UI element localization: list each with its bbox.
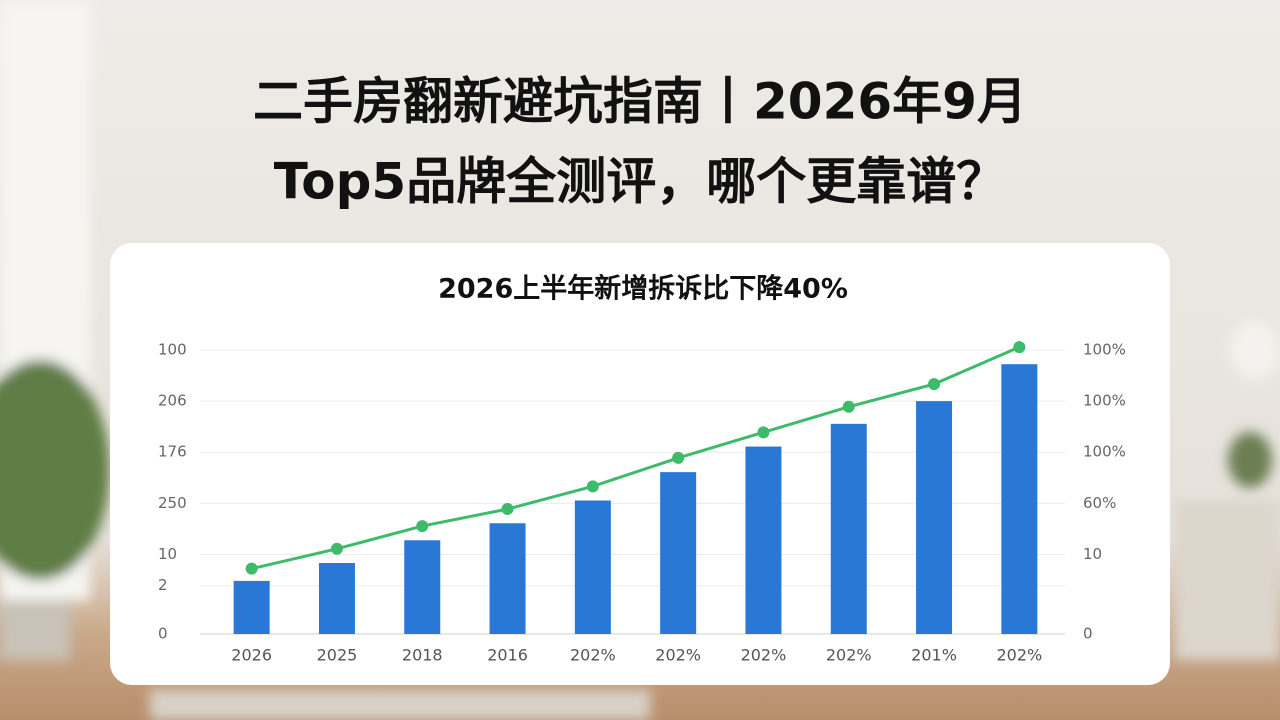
line-point bbox=[245, 562, 258, 575]
chart-card bbox=[110, 243, 1170, 685]
bar bbox=[233, 580, 270, 634]
bar bbox=[830, 423, 867, 634]
x-tick-label: 2016 bbox=[487, 646, 528, 665]
y-tick-label: 0 bbox=[158, 625, 168, 643]
x-tick-label: 201% bbox=[911, 646, 957, 665]
line-point bbox=[501, 503, 514, 516]
headline: 二手房翻新避坑指南丨2026年9月 bbox=[253, 73, 1027, 131]
line-point bbox=[330, 542, 343, 555]
x-tick-label: 202% bbox=[741, 646, 787, 665]
y2-tick-label: 100% bbox=[1083, 392, 1126, 410]
line-point bbox=[757, 426, 770, 439]
line-point bbox=[416, 520, 429, 533]
line-point bbox=[586, 480, 599, 493]
bar bbox=[318, 563, 355, 634]
y2-tick-label: 10 bbox=[1083, 545, 1102, 563]
y-tick-label: 206 bbox=[158, 392, 187, 410]
bar bbox=[404, 540, 441, 634]
x-tick-label: 202% bbox=[655, 646, 701, 665]
y2-tick-label: 100% bbox=[1083, 443, 1126, 461]
line-point bbox=[928, 378, 941, 391]
bar bbox=[660, 472, 697, 634]
y-tick-label: 2 bbox=[158, 576, 168, 594]
bar bbox=[489, 523, 526, 634]
x-tick-label: 202% bbox=[996, 646, 1042, 665]
y2-tick-label: 60% bbox=[1083, 494, 1116, 512]
bar bbox=[745, 446, 782, 634]
y-tick-label: 250 bbox=[158, 494, 187, 512]
bar bbox=[916, 401, 953, 634]
y2-tick-label: 100% bbox=[1083, 341, 1126, 359]
line bbox=[251, 345, 1020, 571]
x-tick-label: 2025 bbox=[317, 646, 358, 665]
line-point bbox=[672, 451, 685, 464]
bar bbox=[1001, 364, 1038, 634]
bar bbox=[574, 500, 611, 634]
y-tick-label: 176 bbox=[158, 443, 187, 461]
y-tick-label: 10 bbox=[158, 545, 177, 563]
x-tick-label: 2018 bbox=[402, 646, 443, 665]
x-tick-label: 202% bbox=[570, 646, 616, 665]
line-point bbox=[842, 400, 855, 413]
x-tick-label: 202% bbox=[826, 646, 872, 665]
chart-title: 2026上半年新增拆诉比下降40% bbox=[438, 273, 848, 305]
y-tick-label: 100 bbox=[158, 341, 187, 359]
y2-tick-label: 0 bbox=[1083, 625, 1093, 643]
line-point bbox=[1013, 341, 1026, 354]
x-tick-label: 2026 bbox=[231, 646, 272, 665]
headline: Top5品牌全测评，哪个更靠谱？ bbox=[274, 153, 1006, 211]
